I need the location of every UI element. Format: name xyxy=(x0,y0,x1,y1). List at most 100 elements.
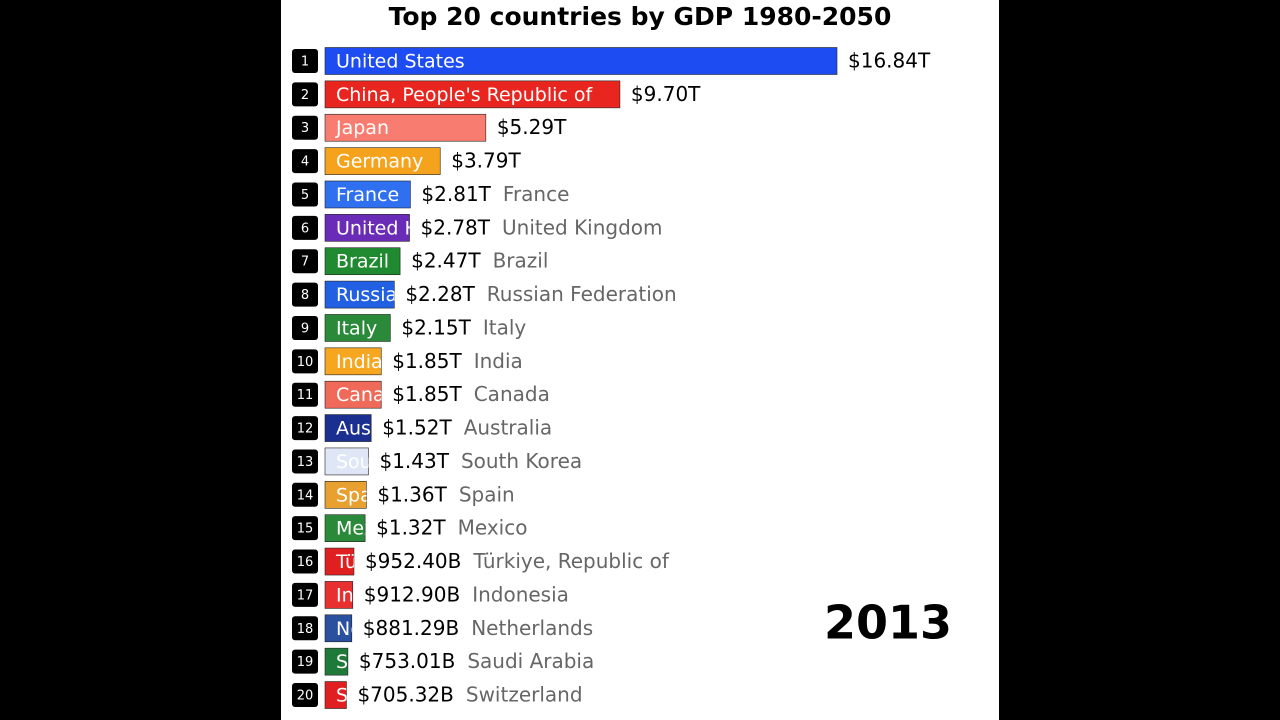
rank-label: 7 xyxy=(301,255,309,270)
rank-box xyxy=(292,416,318,441)
bar xyxy=(324,247,401,276)
bar xyxy=(324,280,395,309)
rank-label: 11 xyxy=(297,388,314,403)
country-label: France xyxy=(503,182,570,206)
rank-box xyxy=(292,516,318,541)
bar-name: Australia xyxy=(336,418,420,440)
rank-box xyxy=(292,182,318,207)
rank-label: 2 xyxy=(301,88,309,103)
country-label: Netherlands xyxy=(471,616,593,640)
rank-label: 13 xyxy=(297,455,314,470)
country-label: Switzerland xyxy=(466,683,583,707)
bar xyxy=(324,180,411,209)
rank-label: 8 xyxy=(301,288,309,303)
bar xyxy=(324,80,621,109)
bar xyxy=(324,414,372,442)
bar-name: Brazil xyxy=(336,251,389,273)
bar xyxy=(324,147,441,175)
rank-label: 18 xyxy=(297,622,314,637)
bar xyxy=(324,314,391,342)
country-label: Spain xyxy=(459,482,515,506)
bar-name: Indonesia xyxy=(336,584,428,606)
country-label: India xyxy=(474,349,523,373)
rank-label: 16 xyxy=(297,555,314,570)
value-label: $2.28T xyxy=(405,282,475,306)
value-label: $1.43T xyxy=(379,449,449,473)
bar xyxy=(324,347,382,376)
value-label: $2.15T xyxy=(401,315,471,339)
rank-box xyxy=(292,149,318,174)
rank-box xyxy=(292,115,318,140)
year-label: 2013 xyxy=(824,596,952,650)
country-label: Brazil xyxy=(493,249,549,273)
value-label: $1.52T xyxy=(382,416,452,440)
rank-box xyxy=(292,49,318,73)
value-label: $753.01B xyxy=(359,649,455,673)
rank-box xyxy=(292,82,318,107)
bar-name: Japan xyxy=(335,117,389,139)
country-label: Mexico xyxy=(458,516,528,540)
value-label: $3.79T xyxy=(451,149,521,173)
country-label: Canada xyxy=(474,382,550,406)
bar-name: United States xyxy=(336,51,465,73)
rank-box xyxy=(292,349,318,374)
rank-label: 9 xyxy=(301,321,309,336)
bar-name: Italy xyxy=(336,317,377,339)
bar xyxy=(324,681,347,709)
rank-label: 5 xyxy=(301,188,309,203)
bar-name: Germany xyxy=(336,151,423,173)
rank-box xyxy=(292,582,318,607)
rank-box xyxy=(292,449,318,474)
bar xyxy=(324,547,355,576)
rank-label: 12 xyxy=(297,422,314,437)
rank-label: 17 xyxy=(297,588,314,603)
country-label: South Korea xyxy=(461,449,582,473)
rank-box xyxy=(292,315,318,340)
rank-box xyxy=(292,482,318,507)
value-label: $1.85T xyxy=(392,349,462,373)
bar xyxy=(324,47,838,75)
bar-name: Türkiye, Republic of xyxy=(335,551,523,573)
bar-name: India xyxy=(336,351,383,373)
rank-label: 14 xyxy=(297,488,314,503)
value-label: $1.32T xyxy=(376,516,446,540)
country-label: Türkiye, Republic of xyxy=(472,549,669,573)
bar xyxy=(324,113,487,142)
bar-name: Mexico xyxy=(336,518,402,540)
value-label: $5.29T xyxy=(497,115,567,139)
rank-box xyxy=(292,215,318,240)
bar-name: Netherlands xyxy=(336,618,452,640)
rank-label: 6 xyxy=(301,221,309,236)
value-label: $9.70T xyxy=(631,82,701,106)
bar-name: Switzerland xyxy=(336,685,447,707)
rank-label: 4 xyxy=(301,155,309,170)
rank-label: 3 xyxy=(301,121,309,136)
value-label: $912.90B xyxy=(364,582,460,606)
bar-name: France xyxy=(336,184,399,206)
value-label: $705.32B xyxy=(357,683,453,707)
chart-title: Top 20 countries by GDP 1980-2050 xyxy=(389,2,892,31)
country-label: Russian Federation xyxy=(487,282,677,306)
bar-name: South Korea xyxy=(336,451,451,473)
bar-name: Canada xyxy=(336,384,408,406)
rank-label: 15 xyxy=(297,522,314,537)
value-label: $16.84T xyxy=(848,49,931,73)
bar xyxy=(324,647,349,676)
value-label: $952.40B xyxy=(365,549,461,573)
bar-name: China, People's Republic of xyxy=(336,84,594,106)
value-label: $2.47T xyxy=(411,249,481,273)
value-label: $1.36T xyxy=(377,482,447,506)
rank-box xyxy=(292,616,318,641)
bar xyxy=(324,481,367,509)
country-label: Italy xyxy=(483,315,527,339)
country-label: Saudi Arabia xyxy=(467,649,594,673)
bar xyxy=(324,447,369,476)
bar xyxy=(324,514,366,542)
value-label: $2.78T xyxy=(421,215,491,239)
bar xyxy=(324,614,353,643)
bar xyxy=(324,581,354,609)
rank-label: 20 xyxy=(297,689,314,704)
rank-label: 1 xyxy=(301,55,309,70)
country-label: United Kingdom xyxy=(502,215,663,239)
